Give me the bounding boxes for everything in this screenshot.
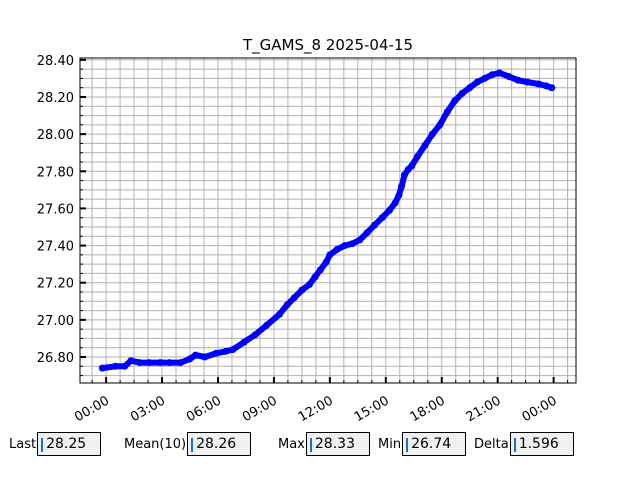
y-tick-label: 26.80 xyxy=(37,351,74,366)
data-point xyxy=(458,89,466,97)
data-point xyxy=(466,84,474,92)
data-point xyxy=(473,78,481,86)
x-tick-label: 00:00 xyxy=(72,393,112,425)
y-tick-label: 28.00 xyxy=(37,128,74,143)
data-point xyxy=(166,359,174,367)
data-point xyxy=(391,199,399,207)
y-tick-label: 27.60 xyxy=(37,202,74,217)
last-label: Last xyxy=(9,436,37,452)
data-point xyxy=(496,69,504,77)
data-point xyxy=(363,229,371,237)
chart-title: T_GAMS_8 2025-04-15 xyxy=(242,36,413,55)
stat-min: Min 26.74 xyxy=(378,432,467,456)
data-point xyxy=(156,359,164,367)
data-point xyxy=(290,294,298,302)
y-tick-label: 27.80 xyxy=(37,165,74,180)
data-point xyxy=(348,240,356,248)
data-point xyxy=(317,266,325,274)
data-point xyxy=(136,359,144,367)
data-point xyxy=(451,97,459,105)
series-line xyxy=(99,69,555,372)
data-point xyxy=(240,338,248,346)
data-point xyxy=(98,364,106,372)
min-label: Min xyxy=(378,436,402,452)
data-point xyxy=(443,108,451,116)
data-point xyxy=(514,76,522,84)
data-point xyxy=(535,80,543,88)
data-point xyxy=(177,359,185,367)
x-tick-label: 18:00 xyxy=(408,393,448,425)
data-point xyxy=(400,171,408,179)
data-point xyxy=(322,258,330,266)
data-point xyxy=(311,273,319,281)
x-tick-label: 09:00 xyxy=(240,393,280,425)
data-point xyxy=(251,331,259,339)
min-value-field[interactable]: 26.74 xyxy=(402,432,467,456)
max-label: Max xyxy=(278,436,305,452)
data-point xyxy=(386,206,394,214)
data-point xyxy=(421,141,429,149)
stat-mean: Mean(10) 28.26 xyxy=(124,432,252,456)
data-point xyxy=(127,357,135,365)
grid xyxy=(80,58,576,383)
data-point xyxy=(398,182,406,190)
x-tick-label: 06:00 xyxy=(184,393,224,425)
delta-label: Delta xyxy=(474,436,509,452)
data-point xyxy=(524,78,532,86)
data-point xyxy=(298,286,306,294)
data-point xyxy=(305,281,313,289)
data-point xyxy=(395,191,403,199)
data-point xyxy=(326,251,334,259)
plot-frame xyxy=(79,57,577,384)
mean-label: Mean(10) xyxy=(124,436,187,452)
data-point xyxy=(505,73,513,81)
data-point xyxy=(283,301,291,309)
data-point xyxy=(414,152,422,160)
data-point xyxy=(428,130,436,138)
stat-last: Last 28.25 xyxy=(9,432,102,456)
delta-value-field[interactable]: 1.596 xyxy=(509,432,574,456)
data-point xyxy=(341,242,349,250)
max-value-field[interactable]: 28.33 xyxy=(305,432,370,456)
y-tick-label: 27.40 xyxy=(37,240,74,255)
data-point xyxy=(488,71,496,79)
data-point xyxy=(333,245,341,253)
stat-delta: Delta 1.596 xyxy=(474,432,574,456)
data-point xyxy=(542,82,550,90)
mean-value-field[interactable]: 28.26 xyxy=(187,432,252,456)
data-point xyxy=(371,221,379,229)
last-value-field[interactable]: 28.25 xyxy=(37,432,102,456)
y-tick-label: 27.00 xyxy=(37,314,74,329)
data-point xyxy=(356,236,364,244)
data-point xyxy=(121,362,129,370)
data-point xyxy=(436,121,444,129)
x-tick-label: 21:00 xyxy=(464,393,504,425)
data-point xyxy=(192,351,200,359)
y-tick-label: 28.20 xyxy=(37,91,74,106)
data-point xyxy=(262,321,270,329)
data-point xyxy=(145,359,153,367)
data-point xyxy=(408,162,416,170)
data-point xyxy=(221,347,229,355)
stat-max: Max 28.33 xyxy=(278,432,370,456)
x-tick-label: 15:00 xyxy=(352,393,392,425)
data-point xyxy=(201,353,209,361)
x-tick-label: 03:00 xyxy=(128,393,168,425)
data-point xyxy=(481,74,489,82)
data-point xyxy=(378,214,386,222)
line-chart: 00:00 03:00 06:00 09:00 12:00 15:00 18:00 21:00… xyxy=(37,36,577,425)
data-point xyxy=(186,355,194,363)
data-point xyxy=(276,310,284,318)
y-tick-label: 28.40 xyxy=(37,54,74,69)
x-tick-label: 12:00 xyxy=(296,393,336,425)
data-series xyxy=(98,69,556,372)
data-point xyxy=(212,349,220,357)
data-point xyxy=(229,346,237,354)
data-point xyxy=(111,362,119,370)
y-tick-label: 27.20 xyxy=(37,277,74,292)
data-point xyxy=(548,84,556,92)
x-tick-label: 00:00 xyxy=(520,393,560,425)
